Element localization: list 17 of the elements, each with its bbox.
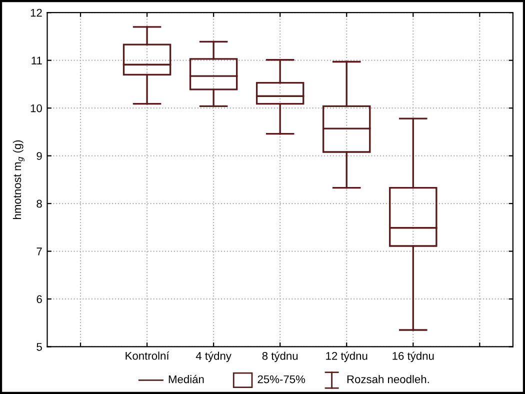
y-tick-label: 7 [36, 248, 42, 256]
y-tick-label: 5 [36, 343, 42, 351]
x-tick-label: 12 týdnu [326, 352, 368, 362]
text: 25%-75% [258, 375, 306, 384]
text: Rozsah neodleh. [347, 375, 429, 384]
y-tick-label: 8 [36, 200, 42, 208]
x-tick-label: 16 týdnu [392, 352, 434, 362]
text: Medián [168, 374, 204, 384]
y-tick-label: 9 [36, 152, 42, 160]
y-axis-title: hmotnost m$_{g}$ (g) [12, 140, 24, 219]
y-tick-label: 6 [36, 295, 42, 304]
x-tick-label: Kontrolní [126, 351, 170, 360]
y-tick-label: 12 [30, 8, 42, 17]
x-tick-label: 4 týdny [196, 352, 232, 362]
x-tick-label: 8 týdnu [262, 352, 298, 362]
y-tick-label: 10 [30, 104, 42, 112]
y-tick-label: 11 [32, 56, 42, 64]
